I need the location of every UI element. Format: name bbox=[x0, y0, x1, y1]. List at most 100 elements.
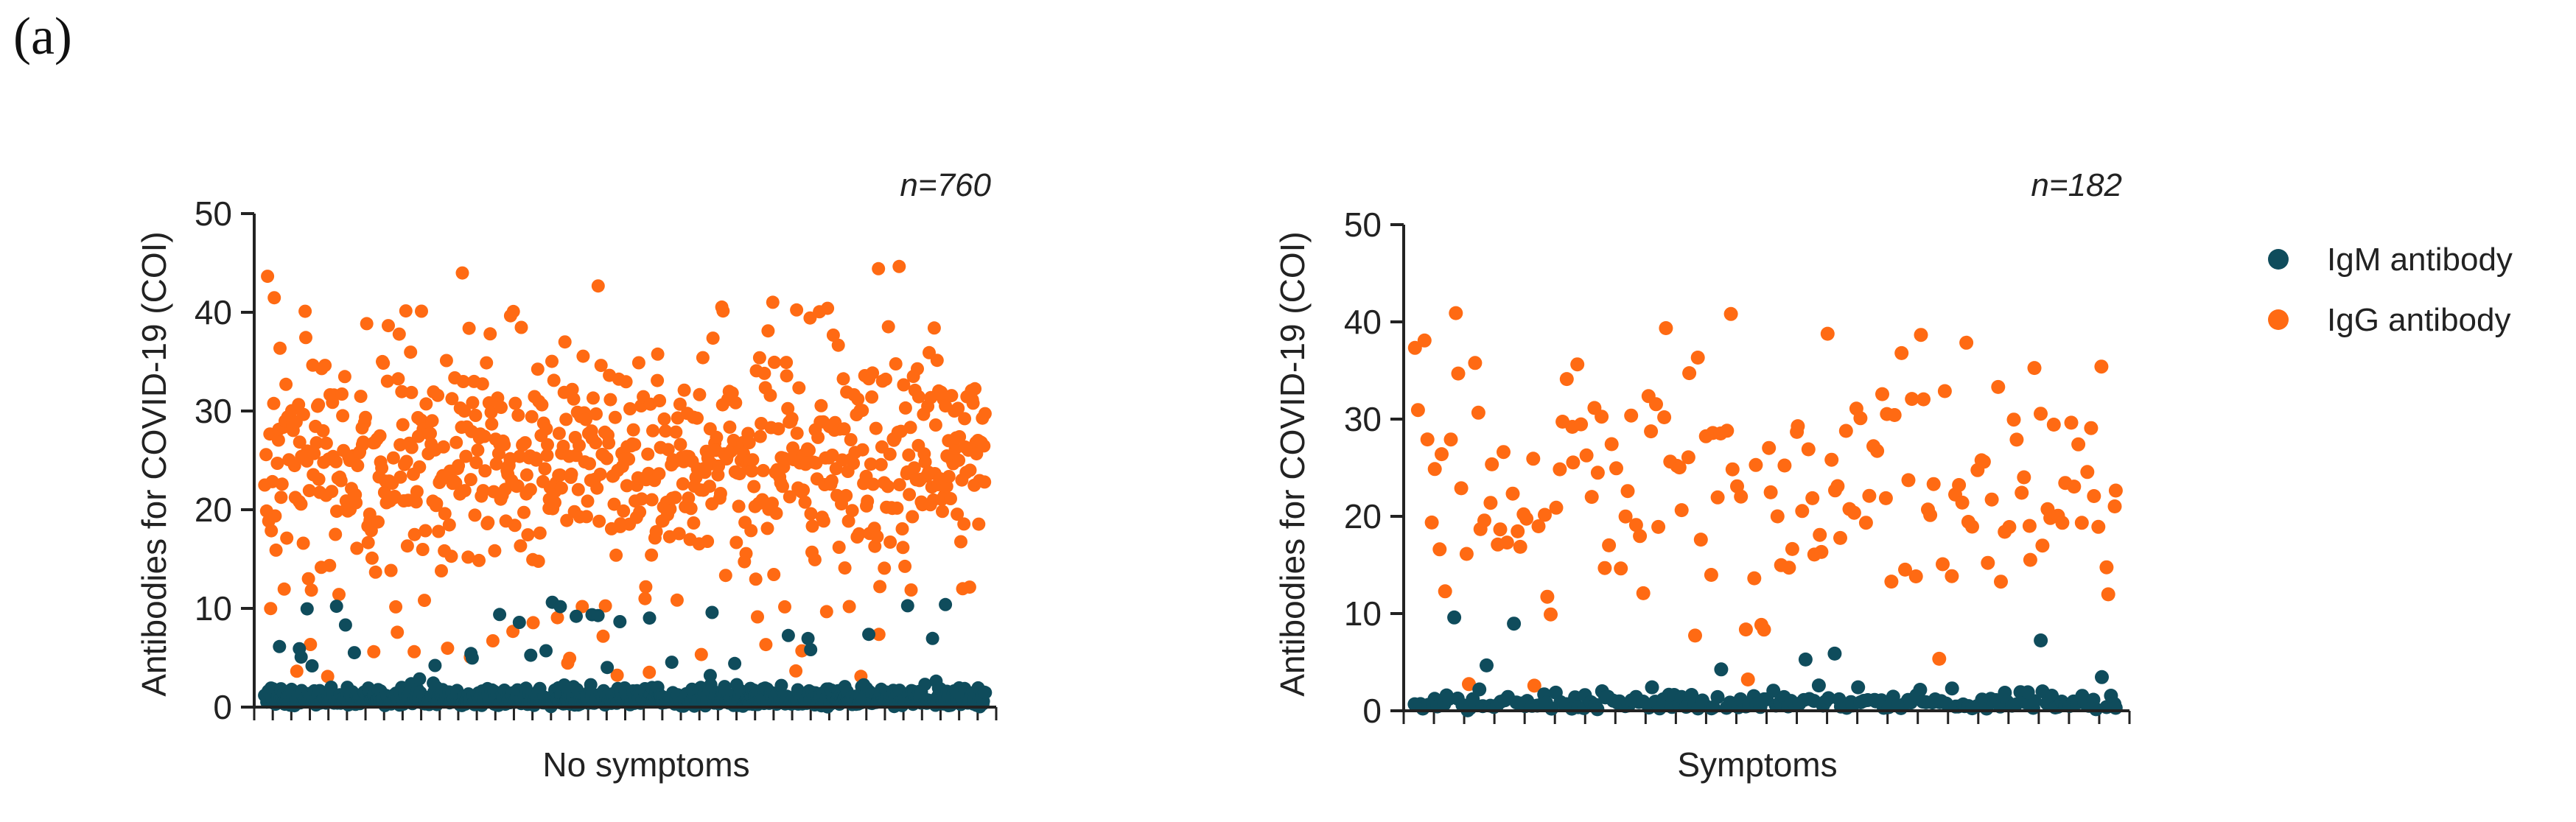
igg-point bbox=[1914, 328, 1928, 342]
legend-igm-label: IgM antibody bbox=[2327, 242, 2513, 278]
igg-point bbox=[539, 422, 553, 436]
igg-point bbox=[307, 446, 321, 460]
igg-point bbox=[1747, 571, 1762, 586]
igg-point bbox=[526, 616, 540, 630]
y-tick-label: 50 bbox=[1344, 206, 1382, 244]
igg-point bbox=[608, 410, 622, 424]
igg-point bbox=[1738, 622, 1753, 637]
igg-point bbox=[872, 628, 886, 642]
igg-point bbox=[1959, 335, 1974, 350]
igg-point bbox=[594, 359, 608, 373]
igg-point bbox=[676, 477, 690, 491]
igg-point bbox=[2035, 538, 2050, 553]
igg-point bbox=[1420, 432, 1435, 447]
igg-point bbox=[1462, 677, 1476, 692]
igg-point bbox=[329, 454, 343, 468]
igg-point bbox=[670, 593, 684, 607]
igm-point bbox=[1798, 652, 1813, 667]
igg-point bbox=[1805, 491, 1820, 505]
igm-point bbox=[1466, 692, 1480, 706]
igg-point bbox=[267, 291, 281, 305]
igg-point bbox=[2099, 560, 2114, 575]
igg-point bbox=[1636, 586, 1651, 600]
igg-point bbox=[771, 422, 785, 436]
igg-point bbox=[1830, 479, 1845, 493]
igg-point bbox=[598, 599, 612, 613]
igm-point bbox=[1472, 682, 1487, 697]
igg-point bbox=[304, 583, 318, 597]
igg-point bbox=[1813, 527, 1827, 542]
igg-point bbox=[906, 510, 920, 524]
igg-point bbox=[336, 409, 350, 423]
igg-point bbox=[805, 519, 819, 533]
igg-point bbox=[444, 549, 458, 563]
igg-point bbox=[1801, 442, 1816, 457]
igg-point bbox=[746, 453, 760, 467]
igg-point bbox=[1644, 424, 1659, 439]
igg-point bbox=[1782, 561, 1796, 575]
igg-point bbox=[301, 572, 315, 586]
igg-point bbox=[634, 492, 648, 506]
igm-point bbox=[918, 678, 932, 692]
igg-point bbox=[620, 479, 634, 493]
igg-point bbox=[626, 423, 640, 437]
igm-point bbox=[601, 661, 615, 675]
igg-point bbox=[816, 514, 830, 528]
igm-point bbox=[2034, 633, 2048, 647]
igg-point bbox=[523, 482, 537, 496]
igg-point bbox=[1870, 443, 1885, 458]
igg-point bbox=[591, 279, 605, 293]
igm-point bbox=[1590, 702, 1605, 717]
igg-point bbox=[911, 362, 924, 376]
igg-point bbox=[826, 329, 840, 342]
igg-point bbox=[361, 535, 375, 549]
igg-point bbox=[547, 373, 561, 387]
igg-point bbox=[2094, 359, 2109, 374]
igg-point bbox=[797, 483, 811, 497]
igg-point bbox=[651, 347, 665, 361]
igg-point bbox=[1468, 356, 1483, 370]
igg-point bbox=[1824, 452, 1839, 467]
igg-point bbox=[952, 453, 966, 467]
igg-point bbox=[785, 412, 799, 426]
igg-point bbox=[596, 629, 610, 643]
igm-point bbox=[1645, 680, 1659, 695]
igg-point bbox=[1485, 457, 1499, 471]
igg-point bbox=[393, 470, 407, 484]
igg-point bbox=[972, 517, 986, 531]
igg-point bbox=[1740, 672, 1755, 686]
igg-point bbox=[842, 600, 856, 614]
igg-point bbox=[419, 524, 433, 538]
igg-point bbox=[287, 459, 301, 473]
igg-point bbox=[563, 651, 577, 665]
igg-point bbox=[371, 515, 385, 529]
y-tick-label: 0 bbox=[1362, 692, 1382, 730]
igg-point bbox=[445, 392, 459, 406]
igg-point bbox=[693, 387, 707, 401]
igg-point bbox=[814, 398, 828, 412]
igg-point bbox=[368, 565, 382, 579]
igg-point bbox=[957, 517, 971, 531]
igm-point bbox=[512, 616, 526, 629]
igg-point bbox=[1493, 522, 1508, 537]
igg-point bbox=[643, 665, 657, 679]
igg-point bbox=[489, 457, 503, 471]
igg-point bbox=[335, 387, 349, 401]
igg-point bbox=[951, 507, 965, 521]
igg-point bbox=[261, 270, 275, 284]
igg-point bbox=[638, 591, 652, 605]
chart-2-y-ticks: 0 10 20 30 40 50 bbox=[1344, 206, 1404, 730]
igg-point bbox=[1887, 408, 1902, 422]
igg-point bbox=[1704, 568, 1718, 582]
igg-point bbox=[564, 467, 578, 481]
igg-point bbox=[2084, 421, 2099, 435]
igg-point bbox=[508, 519, 522, 533]
igg-point bbox=[1513, 539, 1527, 554]
igg-point bbox=[677, 383, 691, 397]
igg-point bbox=[271, 433, 285, 447]
igg-point bbox=[268, 509, 282, 523]
igg-point bbox=[1449, 306, 1463, 320]
igg-point bbox=[713, 487, 727, 500]
igg-point bbox=[275, 477, 289, 491]
igm-point bbox=[1480, 658, 1494, 672]
